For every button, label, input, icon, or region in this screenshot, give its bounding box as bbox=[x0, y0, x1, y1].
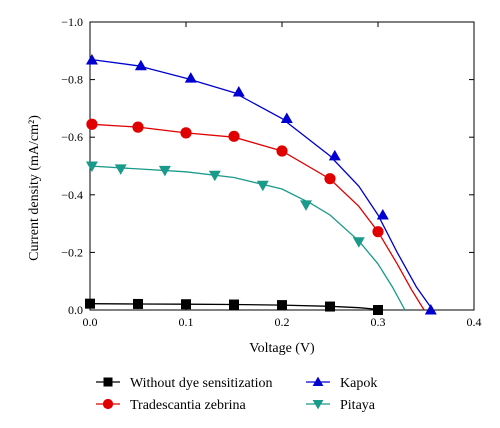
legend-label-pitaya: Pitaya bbox=[340, 398, 376, 413]
data-point-tradescantia-zebrina bbox=[324, 173, 336, 185]
data-point-tradescantia-zebrina bbox=[372, 226, 384, 238]
x-tick-label: 0.3 bbox=[371, 315, 386, 329]
data-point-without-dye-sensitization bbox=[181, 299, 191, 310]
y-tick-label: −0.4 bbox=[61, 188, 83, 202]
data-point-kapok bbox=[328, 149, 341, 161]
x-tick-label: 0.0 bbox=[83, 315, 98, 329]
data-point-tradescantia-zebrina bbox=[180, 127, 192, 139]
legend: Without dye sensitization Kapok Tradescant… bbox=[96, 376, 377, 413]
x-tick-label: 0.4 bbox=[467, 315, 482, 329]
series-markers bbox=[85, 54, 437, 315]
data-point-kapok bbox=[184, 72, 197, 83]
data-point-kapok bbox=[85, 54, 98, 65]
legend-marker bbox=[102, 398, 114, 410]
legend-marker bbox=[312, 376, 324, 387]
data-point-without-dye-sensitization bbox=[229, 299, 239, 310]
y-tick-label: −0.6 bbox=[61, 130, 83, 144]
x-tick-label: 0.1 bbox=[179, 315, 194, 329]
data-point-kapok bbox=[232, 85, 245, 97]
y-tick-label: 0.0 bbox=[68, 303, 83, 317]
plot-area bbox=[89, 21, 475, 311]
x-tick-label: 0.2 bbox=[275, 315, 290, 329]
axis-ticks: 0.0 0.1 0.2 0.3 0.4 0.0 −0.2 −0.4 −0.6 −0.8 −1.0 bbox=[61, 15, 481, 329]
y-tick-label: −1.0 bbox=[61, 15, 83, 29]
series-line-kapok bbox=[89, 58, 434, 311]
data-point-without-dye-sensitization bbox=[325, 301, 335, 312]
y-tick-label: −0.8 bbox=[61, 73, 83, 87]
data-point-tradescantia-zebrina bbox=[132, 121, 144, 133]
y-axis-label: Current density (mA/cm²) bbox=[27, 115, 42, 261]
plot-frame bbox=[89, 21, 475, 311]
data-point-pitaya bbox=[256, 180, 269, 192]
data-point-without-dye-sensitization bbox=[373, 305, 383, 315]
data-point-tradescantia-zebrina bbox=[276, 145, 288, 157]
data-point-pitaya bbox=[300, 200, 312, 211]
x-axis-label: Voltage (V) bbox=[249, 341, 315, 356]
series-line-pitaya bbox=[89, 165, 406, 311]
data-point-tradescantia-zebrina bbox=[86, 118, 98, 130]
data-point-without-dye-sensitization bbox=[85, 298, 95, 309]
legend-marker bbox=[312, 399, 324, 410]
data-point-without-dye-sensitization bbox=[277, 300, 287, 311]
data-point-kapok bbox=[424, 304, 437, 315]
legend-label-kapok: Kapok bbox=[340, 376, 377, 391]
data-point-pitaya bbox=[158, 165, 171, 177]
legend-label-tradescantia-zebrina: Tradescantia zebrina bbox=[130, 398, 246, 413]
data-point-pitaya bbox=[352, 237, 365, 248]
data-point-pitaya bbox=[114, 164, 127, 175]
data-point-kapok bbox=[376, 208, 389, 220]
legend-marker bbox=[103, 377, 113, 387]
data-point-kapok bbox=[134, 59, 147, 71]
data-point-kapok bbox=[280, 112, 293, 123]
data-point-pitaya bbox=[85, 161, 98, 172]
y-tick-label: −0.2 bbox=[61, 245, 83, 259]
data-point-without-dye-sensitization bbox=[133, 298, 143, 309]
data-point-pitaya bbox=[208, 170, 221, 182]
data-point-tradescantia-zebrina bbox=[228, 130, 240, 142]
series-line-tradescantia-zebrina bbox=[89, 123, 425, 311]
legend-label-without-dye-sensitization: Without dye sensitization bbox=[130, 376, 273, 391]
